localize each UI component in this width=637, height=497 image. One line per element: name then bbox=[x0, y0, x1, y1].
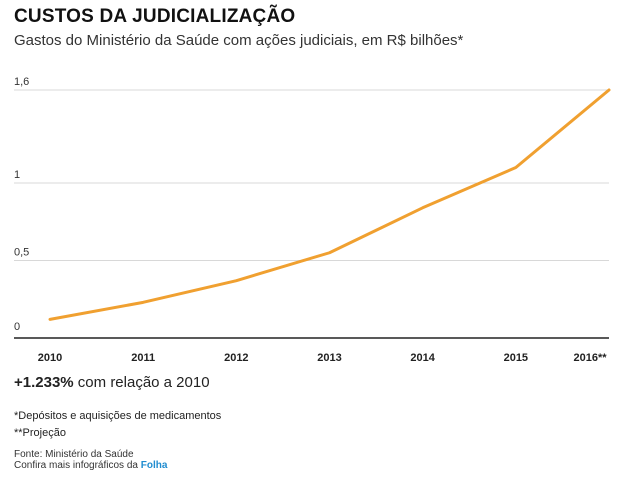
folha-link[interactable]: Folha bbox=[140, 460, 168, 471]
series-line bbox=[48, 88, 611, 321]
y-tick-label: 0,5 bbox=[14, 247, 29, 259]
growth-highlight: +1.233% com relação a 2010 bbox=[14, 374, 210, 391]
line-chart: 0 0,5 1 1,6 2010 2011 2012 2013 2014 2015 2016** bbox=[14, 76, 611, 364]
y-tick-label: 1 bbox=[14, 169, 20, 181]
y-tick-label: 0 bbox=[14, 321, 20, 333]
x-tick-label: 2012 bbox=[224, 352, 248, 364]
x-tick-label: 2015 bbox=[504, 352, 528, 364]
chart-title: CUSTOS DA JUDICIALIZAÇÃO bbox=[14, 6, 296, 27]
footnote-1: *Depósitos e aquisições de medicamentos bbox=[14, 410, 222, 422]
x-tick-label: 2011 bbox=[131, 352, 155, 364]
y-axis-ticks: 0 0,5 1 1,6 bbox=[14, 76, 29, 333]
more-infographics-text: Confira mais infográficos da bbox=[14, 460, 141, 471]
chart-subtitle: Gastos do Ministério da Saúde com ações … bbox=[14, 32, 464, 49]
x-tick-label: 2016** bbox=[573, 352, 607, 364]
y-tick-label: 1,6 bbox=[14, 76, 29, 88]
x-tick-label: 2013 bbox=[317, 352, 341, 364]
more-infographics: Confira mais infográficos da Folha bbox=[14, 460, 167, 471]
growth-value: +1.233% bbox=[14, 374, 74, 391]
grid-lines bbox=[14, 89, 609, 261]
series-layer bbox=[48, 88, 611, 321]
x-axis-ticks: 2010 2011 2012 2013 2014 2015 2016** bbox=[38, 352, 607, 364]
source-note: Fonte: Ministério da Saúde bbox=[14, 449, 134, 460]
x-tick-label: 2014 bbox=[410, 352, 435, 364]
x-tick-label: 2010 bbox=[38, 352, 62, 364]
footnote-2: **Projeção bbox=[14, 427, 66, 439]
growth-text: com relação a 2010 bbox=[73, 374, 210, 391]
